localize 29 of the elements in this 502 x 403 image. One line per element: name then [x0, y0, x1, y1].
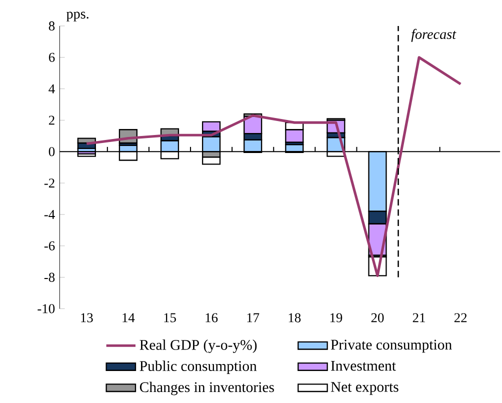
- x-tick-label: 18: [288, 313, 301, 322]
- legend-label: Changes in inventories: [140, 382, 274, 396]
- y-tick-label: 6: [48, 52, 55, 62]
- x-tick-label: 16: [206, 313, 218, 322]
- y-tick-label: -4: [44, 210, 55, 219]
- y-tick-label: 4: [48, 84, 55, 94]
- ref-line-label: forecast: [411, 28, 456, 42]
- legend-label: Investment: [330, 360, 396, 371]
- legend-label: Net exports: [330, 382, 398, 395]
- y-tick-label: -6: [44, 241, 55, 250]
- x-tick-label: 15: [164, 313, 176, 322]
- y-tick-label: 0: [48, 147, 55, 156]
- x-tick-label: 13: [81, 313, 93, 322]
- x-tick-label: 17: [247, 313, 260, 322]
- y-axis-title: pps.: [66, 12, 88, 22]
- legend-label: Real GDP (y-o-y%): [140, 340, 257, 353]
- x-tick-label: 19: [330, 313, 342, 322]
- legend-label: Public consumption: [140, 360, 257, 374]
- y-tick-label: -8: [44, 272, 55, 282]
- line-series: [85, 56, 462, 278]
- y-tick-label: 8: [48, 21, 55, 31]
- x-tick-label: 22: [454, 313, 467, 322]
- x-tick-label: 14: [122, 313, 135, 322]
- x-tick-label: 21: [412, 313, 425, 322]
- y-tick-label: -2: [44, 178, 54, 188]
- legend-label: Private consumption: [330, 340, 452, 353]
- y-tick-label: -10: [38, 304, 55, 314]
- y-tick-label: 2: [48, 116, 54, 125]
- x-tick-label: 20: [371, 313, 384, 322]
